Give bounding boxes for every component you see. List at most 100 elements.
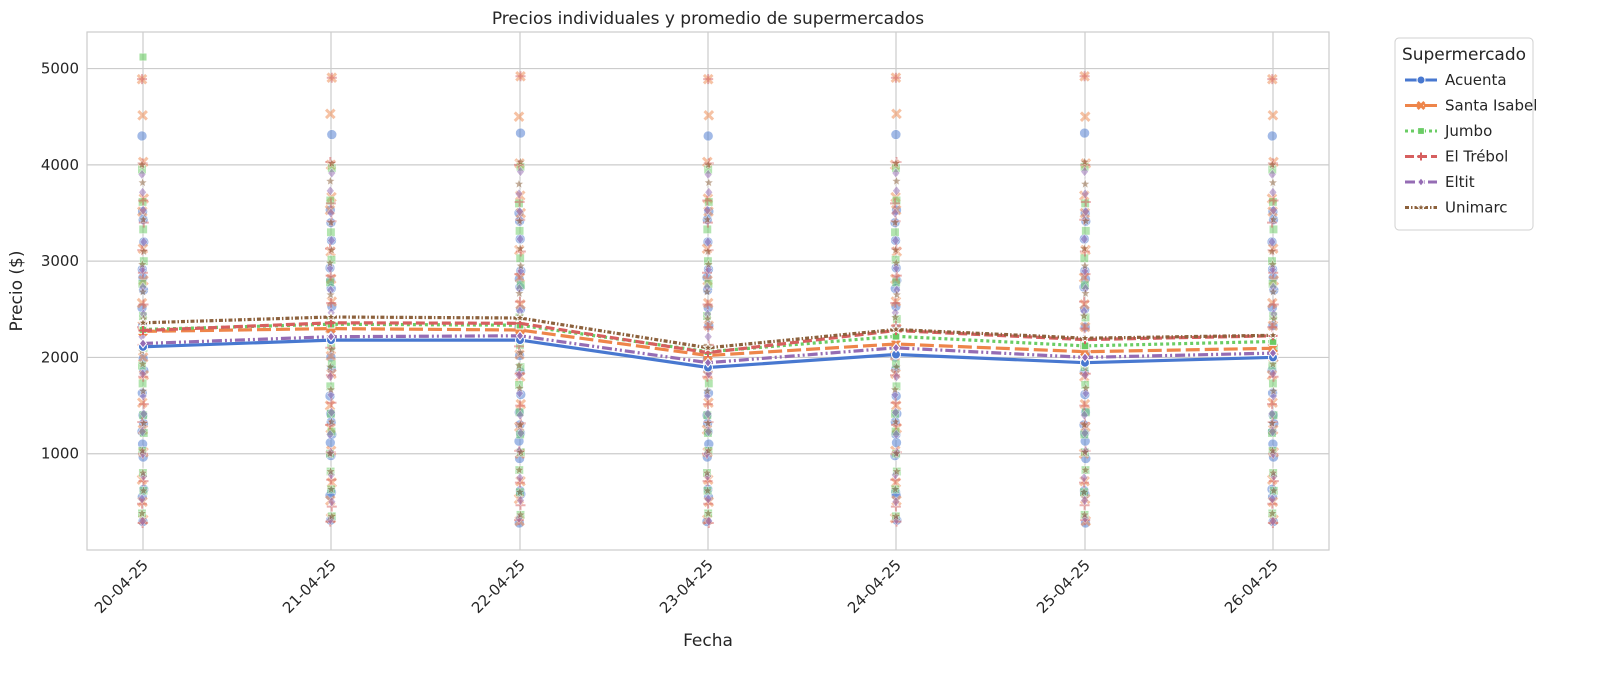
price-point <box>137 467 149 478</box>
price-point <box>890 175 903 186</box>
price-point <box>1267 130 1278 142</box>
price-point <box>515 226 525 236</box>
price-point <box>890 227 900 237</box>
price-point <box>138 417 150 429</box>
legend-item: Jumbo <box>1405 122 1492 140</box>
price-point <box>324 257 336 268</box>
price-point <box>1268 313 1280 324</box>
price-point <box>1079 472 1089 484</box>
price-point <box>1080 215 1092 226</box>
price-point <box>890 298 901 309</box>
price-point <box>514 215 526 226</box>
price-point <box>324 108 336 120</box>
price-point <box>890 244 902 255</box>
price-point <box>326 72 337 83</box>
price-point <box>702 130 714 142</box>
price-point <box>704 197 714 207</box>
price-point <box>701 467 713 478</box>
price-point <box>138 515 147 527</box>
price-point <box>1267 214 1280 225</box>
price-point <box>515 260 527 271</box>
price-point <box>325 289 337 300</box>
series-point <box>702 341 714 353</box>
price-point <box>1266 417 1278 429</box>
price-point <box>1079 178 1091 189</box>
price-point <box>1267 445 1279 456</box>
price-point <box>514 486 526 497</box>
price-point <box>136 258 148 270</box>
price-point <box>703 176 715 188</box>
price-point <box>1268 368 1278 380</box>
price-point <box>890 397 901 408</box>
price-point <box>1268 299 1279 310</box>
price-point <box>1266 159 1278 170</box>
price-point <box>1267 322 1278 333</box>
price-point <box>1079 71 1090 82</box>
price-point <box>325 185 335 197</box>
price-point <box>1267 258 1279 270</box>
price-point <box>327 167 337 179</box>
price-point <box>137 426 147 438</box>
price-point <box>702 485 714 496</box>
price-point <box>1268 515 1278 527</box>
price-point <box>326 343 338 355</box>
price-point <box>889 311 901 323</box>
price-point <box>514 369 524 381</box>
price-point <box>1078 242 1090 254</box>
legend-marker <box>1417 152 1425 161</box>
price-point <box>326 227 336 237</box>
price-point <box>1267 493 1277 505</box>
price-point <box>326 298 337 309</box>
legend-label: Eltit <box>1445 173 1475 191</box>
price-point <box>514 156 527 167</box>
legend-marker <box>1417 127 1425 135</box>
price-point <box>703 493 713 505</box>
x-axis-ticks: 20-04-25 21-04-25 22-04-25 23-04-25 24-04-25… <box>91 556 1282 617</box>
price-point <box>513 464 525 475</box>
price-point <box>325 198 336 209</box>
series-point <box>137 317 149 328</box>
price-point <box>325 216 337 228</box>
price-point <box>1268 426 1277 438</box>
legend-label: El Trébol <box>1445 148 1508 166</box>
legend: Supermercado Acuenta Santa Isabel Jumbo El … <box>1394 37 1537 231</box>
price-point <box>1266 507 1278 519</box>
price-point <box>1078 419 1090 430</box>
price-point <box>515 127 526 139</box>
price-point <box>1079 287 1092 299</box>
price-point <box>1079 400 1090 411</box>
price-point <box>515 71 526 82</box>
price-point <box>514 296 525 307</box>
price-point <box>324 361 336 372</box>
price-point <box>890 447 902 459</box>
legend-item: Unimarc <box>1405 199 1508 217</box>
price-point <box>1267 109 1279 121</box>
series-eltit <box>138 330 1278 369</box>
price-point <box>702 159 714 170</box>
price-point <box>889 483 901 495</box>
price-point <box>1079 509 1091 520</box>
price-point <box>325 483 337 495</box>
price-point <box>136 297 148 309</box>
price-point <box>516 166 525 178</box>
legend-item: Acuenta <box>1405 71 1507 89</box>
price-point <box>1266 245 1278 257</box>
price-point <box>513 287 525 299</box>
price-point <box>136 130 148 142</box>
price-point <box>1079 156 1091 167</box>
average-lines <box>137 311 1279 373</box>
price-point <box>327 496 337 508</box>
price-point <box>515 446 527 457</box>
price-point <box>704 378 714 388</box>
price-point <box>890 157 902 169</box>
price-point <box>890 72 901 83</box>
price-point <box>324 175 336 186</box>
y-axis-ticks: 1000 2000 3000 4000 5000 <box>41 60 79 463</box>
price-point <box>702 245 714 257</box>
series-point <box>325 311 337 322</box>
x-tick-label: 22-04-25 <box>468 556 529 617</box>
price-point <box>1267 286 1279 297</box>
series-point <box>703 357 713 369</box>
price-point <box>1080 188 1090 200</box>
price-point <box>702 258 715 270</box>
